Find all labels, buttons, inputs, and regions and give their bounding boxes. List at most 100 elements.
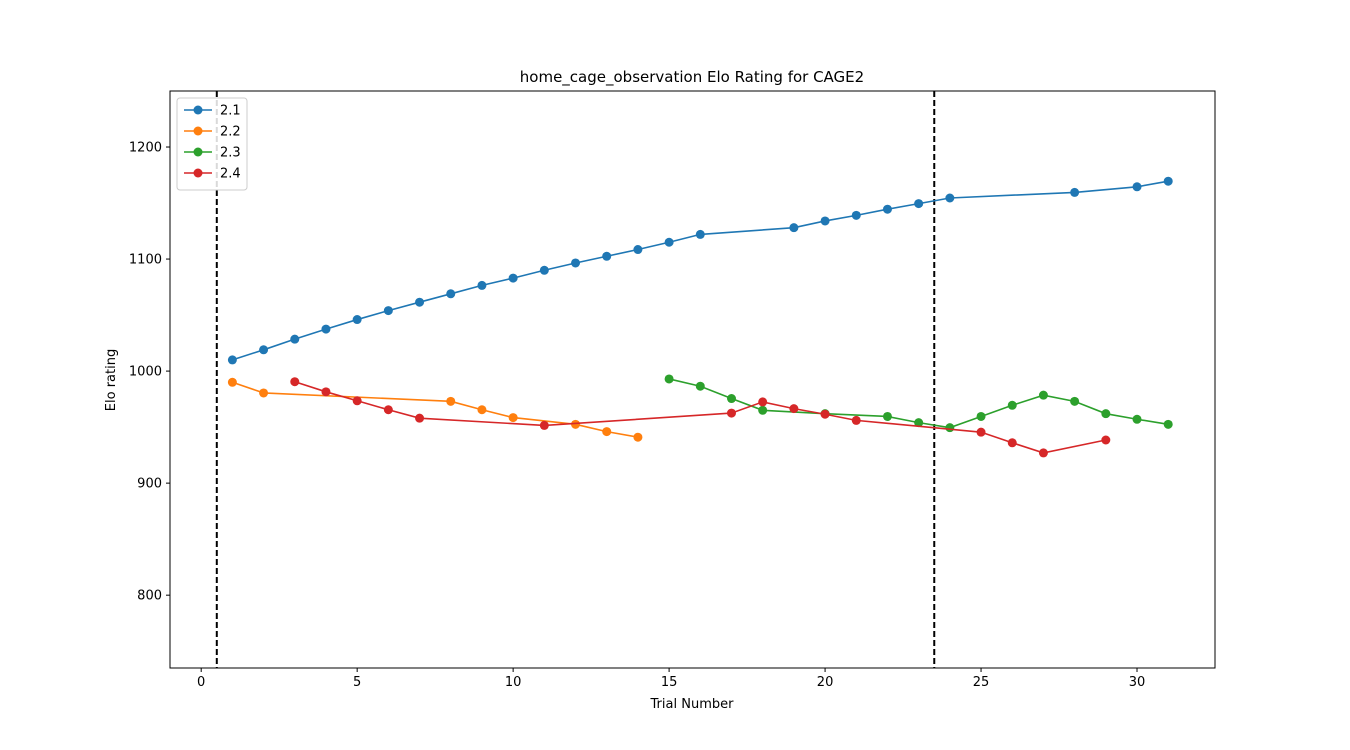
legend-entry-2.4: 2.4: [184, 167, 241, 182]
data-point: [602, 251, 612, 261]
y-tick-label: 800: [137, 589, 162, 604]
data-point: [1163, 176, 1173, 186]
x-tick-label: 25: [973, 675, 990, 690]
x-tick-label: 10: [505, 675, 522, 690]
legend-marker: [193, 126, 203, 136]
series-2.2: [227, 377, 643, 442]
data-point: [664, 237, 674, 247]
data-point: [976, 411, 986, 421]
data-point: [259, 345, 269, 355]
data-point: [1132, 182, 1142, 192]
x-tick-label: 15: [661, 675, 678, 690]
plot-frame: [169, 90, 1216, 669]
data-point: [415, 297, 425, 307]
data-point: [1070, 396, 1080, 406]
data-point: [882, 411, 892, 421]
data-point: [1070, 187, 1080, 197]
legend-label: 2.1: [220, 104, 241, 119]
y-axis-ticks: 800 900 1000 1100 1200: [129, 141, 170, 604]
data-point: [383, 405, 393, 415]
data-point: [571, 258, 581, 268]
data-point: [352, 315, 362, 325]
data-point: [758, 405, 768, 415]
data-point: [446, 289, 456, 299]
data-point: [789, 404, 799, 414]
data-point: [259, 388, 269, 398]
data-point: [446, 396, 456, 406]
data-point: [758, 397, 768, 407]
legend-label: 2.2: [220, 125, 241, 140]
vertical-reference-lines: [215, 91, 936, 668]
data-point: [726, 408, 736, 418]
legend-marker: [193, 168, 203, 178]
data-point: [1163, 419, 1173, 429]
y-tick-label: 900: [137, 477, 162, 492]
series-2.1: [227, 176, 1173, 365]
data-point: [1038, 390, 1048, 400]
y-tick-label: 1100: [129, 253, 162, 268]
data-point: [851, 415, 861, 425]
data-point: [1007, 438, 1017, 448]
data-point: [695, 229, 705, 239]
y-axis-label: Elo rating: [104, 349, 119, 411]
x-tick-label: 0: [197, 675, 205, 690]
data-point: [882, 204, 892, 214]
legend-entry-2.3: 2.3: [184, 146, 241, 161]
legend-marker: [193, 105, 203, 115]
data-point: [1038, 448, 1048, 458]
data-point: [290, 334, 300, 344]
data-point: [1132, 414, 1142, 424]
data-point: [914, 199, 924, 209]
axes: [169, 90, 1216, 669]
data-point: [508, 413, 518, 423]
x-tick-label: 20: [817, 675, 834, 690]
legend: 2.1 2.2 2.3 2.4: [176, 97, 248, 191]
legend-entry-2.1: 2.1: [184, 104, 241, 119]
data-point: [539, 420, 549, 430]
data-point: [1101, 409, 1111, 419]
data-point: [415, 413, 425, 423]
x-tick-label: 30: [1129, 675, 1146, 690]
legend-box: [176, 97, 248, 191]
data-point: [820, 216, 830, 226]
data-point: [290, 377, 300, 387]
data-point: [633, 245, 643, 255]
y-tick-label: 1000: [129, 365, 162, 380]
series-layer: [227, 176, 1173, 458]
data-point: [352, 396, 362, 406]
series-2.4: [290, 377, 1111, 458]
data-point: [633, 432, 643, 442]
legend-entry-2.2: 2.2: [184, 125, 241, 140]
data-point: [508, 273, 518, 283]
data-point: [1101, 435, 1111, 445]
data-point: [227, 377, 237, 387]
data-point: [789, 223, 799, 233]
y-tick-label: 1200: [129, 141, 162, 156]
data-point: [477, 280, 487, 290]
data-point: [383, 306, 393, 316]
legend-label: 2.3: [220, 146, 241, 161]
data-point: [602, 427, 612, 437]
data-point: [1007, 400, 1017, 410]
data-point: [945, 193, 955, 203]
x-axis-label: Trial Number: [650, 697, 735, 712]
data-point: [726, 394, 736, 404]
series-line-2.2: [232, 381, 639, 438]
chart-title: home_cage_observation Elo Rating for CAG…: [520, 68, 864, 87]
data-point: [695, 381, 705, 391]
legend-label: 2.4: [220, 167, 241, 182]
data-point: [477, 405, 487, 415]
legend-marker: [193, 147, 203, 157]
data-point: [539, 265, 549, 275]
data-point: [664, 374, 674, 384]
data-point: [227, 355, 237, 365]
x-axis-ticks: 0 5 10 15 20 25 30: [197, 668, 1145, 690]
x-tick-label: 5: [353, 675, 361, 690]
data-point: [820, 409, 830, 419]
data-point: [914, 418, 924, 428]
data-point: [976, 427, 986, 437]
data-point: [571, 419, 581, 429]
data-point: [321, 324, 331, 334]
data-point: [321, 387, 331, 397]
